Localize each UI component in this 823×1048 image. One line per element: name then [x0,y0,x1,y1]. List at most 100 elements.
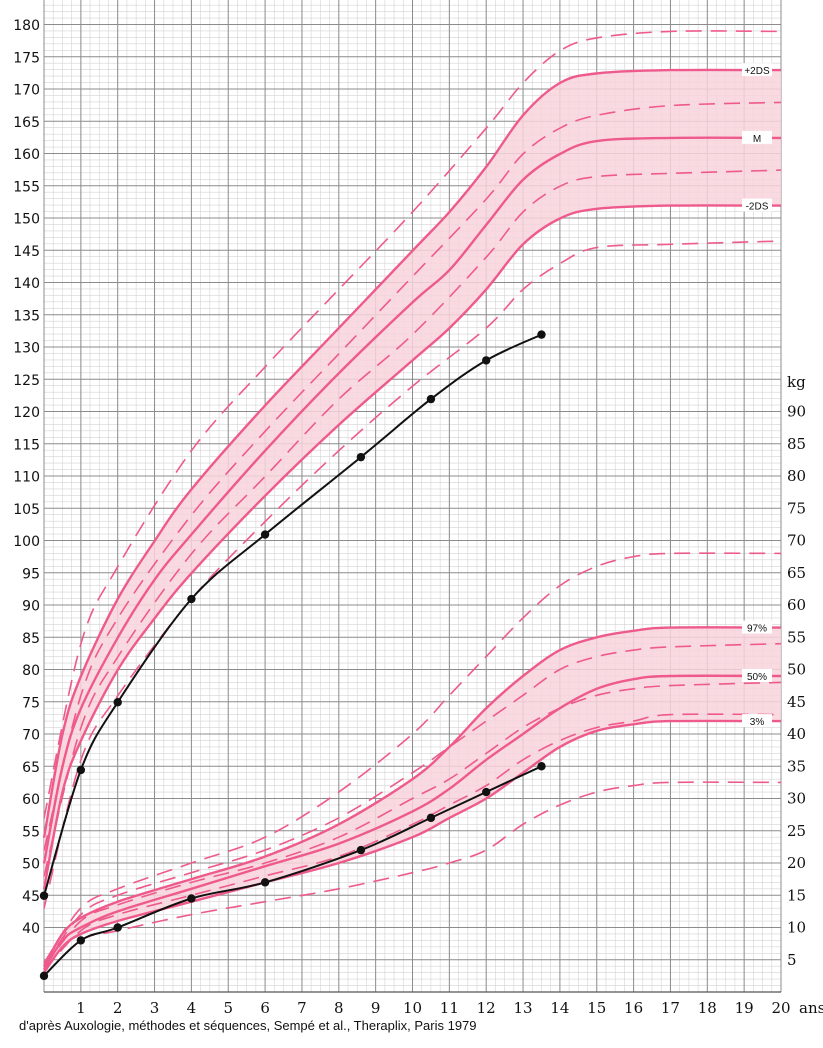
weight-y-tick-label: 50 [787,661,806,679]
height-reference-curve-M [42,136,782,864]
height-y-tick-label: 100 [13,534,40,550]
x-tick-label: 15 [587,999,606,1017]
weight-y-tick-label: 10 [787,919,806,937]
weight-curve-label-bg [742,620,772,634]
x-tick-label: 8 [334,999,344,1017]
x-tick-label: 16 [624,999,643,1017]
x-tick-label: 2 [113,999,123,1017]
weight-patient-point [187,894,196,903]
x-tick-label: 12 [477,999,496,1017]
height-y-tick-label: 160 [13,147,40,163]
weight-y-tick-label: 60 [787,596,806,614]
x-tick-label: 14 [550,999,569,1017]
x-tick-label: 13 [514,999,533,1017]
weight-curve-label-bg [742,714,772,728]
height-curve-label-bg [742,198,772,212]
height-y-tick-label: 115 [13,437,40,453]
weight-reference-curve-dashed-7 [43,781,782,977]
height-y-tick-label: 125 [13,373,40,389]
height-y-tick-label: 135 [13,308,40,324]
height-y-tick-label: 75 [22,695,40,711]
height-patient-point [113,698,122,707]
weight-y-tick-label: 70 [787,532,806,550]
height-patient-point [482,356,491,365]
source-note: d'après Auxologie, méthodes et séquences… [19,1018,477,1033]
curve-labels: +2DS M -2DS 97% 50% 3% [742,63,772,728]
weight-y-tick-label: 90 [787,403,806,421]
x-tick-label: 11 [440,999,459,1017]
height-patient-point [356,452,366,462]
height-reference-curve-2DS [42,204,782,890]
weight-y-tick-label: 35 [787,757,806,775]
height-y-tick-label: 140 [13,276,40,292]
height-patient-line [43,333,542,897]
height-patient-point [76,765,86,775]
x-tick-label: 20 [771,999,790,1017]
height-y-tick-label: 120 [13,405,40,421]
height-curve-label: +2DS [744,66,770,77]
height-patient-point [260,530,270,539]
weight-reference-curve-dashed-4 [43,642,782,967]
weight-curve-label-bg [742,668,772,682]
weight-y-tick-label: 20 [787,854,806,872]
weight-y-tick-label: 15 [787,886,806,904]
weight-patient-point [426,813,436,823]
height-curve-label-bg [742,63,772,77]
weight-patient-point [39,971,49,981]
axes: 4045505560657075808590951001051101151201… [13,18,823,1017]
height-y-tick-label: 155 [13,179,40,195]
height-y-tick-label: 85 [22,631,40,647]
height-y-tick-label: 60 [22,792,40,808]
height-y-tick-label: 40 [22,921,40,937]
height-y-tick-label: 80 [22,663,40,679]
weight-y-tick-label: 65 [787,564,806,582]
x-tick-label: 4 [187,999,197,1017]
weight-patient-point [537,762,546,771]
height-reference-curve-dashed-3 [43,30,782,819]
height-y-tick-label: 65 [22,760,40,776]
height-curve-label-bg [742,130,772,144]
height-y-tick-label: 170 [13,83,40,99]
height-band [44,69,781,890]
height-curve-label: -2DS [746,202,769,213]
x-tick-label: 5 [223,999,233,1017]
height-y-tick-label: 45 [22,889,40,905]
x-axis-unit: ans [799,999,823,1017]
height-patient-point [426,394,436,404]
weight-reference-curve-dashed-5 [43,681,782,968]
height-y-tick-label: 150 [13,212,40,228]
x-tick-label: 1 [76,999,86,1017]
height-patient-point [537,330,546,339]
x-tick-label: 6 [260,999,270,1017]
weight-curve-label: 50% [747,672,767,683]
height-y-tick-label: 70 [22,728,40,744]
patient-curves [39,330,546,981]
weight-patient-point [356,845,366,855]
x-tick-label: 17 [661,999,680,1017]
x-tick-label: 9 [371,999,381,1017]
height-y-tick-label: 55 [22,824,40,840]
height-y-tick-label: 145 [13,244,40,260]
x-tick-label: 19 [735,999,754,1017]
weight-y-tick-label: 40 [787,725,806,743]
weight-patient-point [76,936,86,945]
weight-y-tick-label: 5 [787,951,797,969]
weight-y-tick-label: 55 [787,628,806,646]
height-y-tick-label: 90 [22,599,40,615]
height-patient-point [187,594,196,604]
x-tick-label: 3 [150,999,160,1017]
weight-y-tick-label: 80 [787,467,806,485]
height-y-tick-label: 165 [13,115,40,131]
reference-curves [42,30,782,977]
weight-reference-curve-97 [42,626,782,967]
height-y-tick-label: 110 [13,470,40,486]
height-reference-curve-dashed-6 [43,240,782,909]
height-y-tick-label: 95 [22,566,40,582]
weight-curve-label: 97% [747,624,767,635]
weight-y-tick-label: 75 [787,499,806,517]
height-y-tick-label: 130 [13,341,40,357]
x-tick-label: 10 [403,999,422,1017]
weight-curve-label: 3% [750,717,765,728]
weight-patient-point [482,787,491,797]
